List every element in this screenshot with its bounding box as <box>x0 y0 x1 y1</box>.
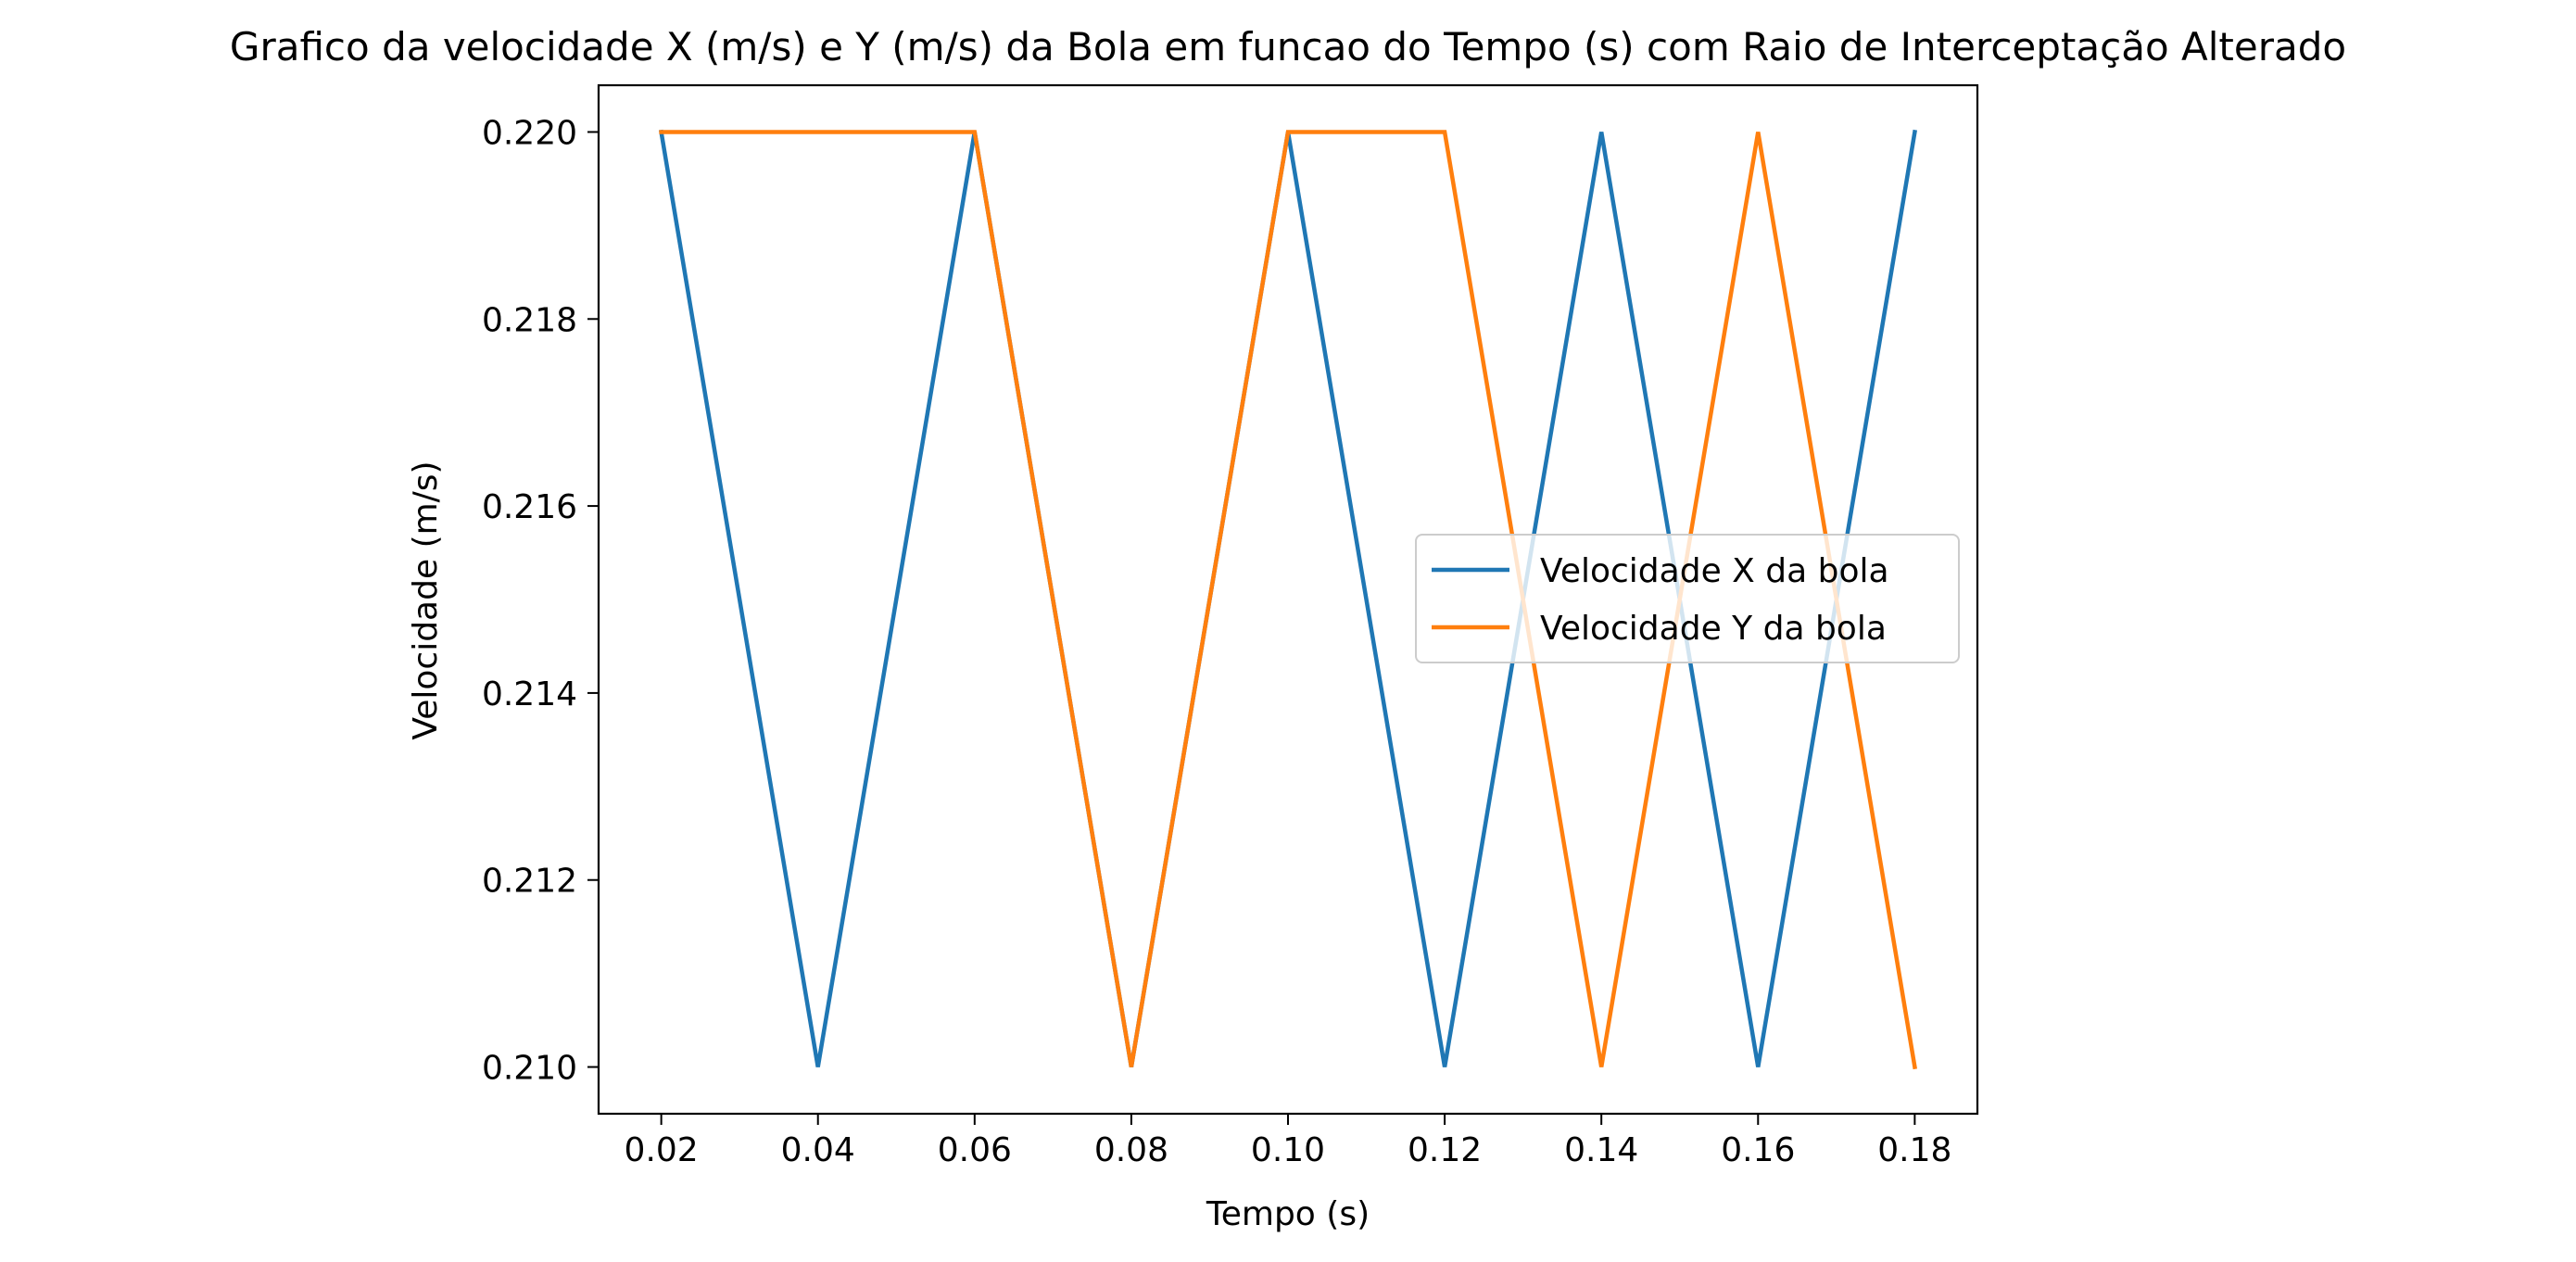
x-tick-label: 0.18 <box>1877 1131 1951 1169</box>
y-axis: 0.210 0.212 0.214 0.216 0.218 0.220 <box>482 114 599 1088</box>
legend-box <box>1415 534 1960 663</box>
chart-title: Grafico da velocidade X (m/s) e Y (m/s) … <box>230 24 2346 69</box>
x-axis: 0.02 0.04 0.06 0.08 0.10 0.12 0.14 0.16 0.18 <box>625 1114 1951 1169</box>
plot-area <box>659 129 1917 1070</box>
y-tick-label: 0.210 <box>482 1050 577 1088</box>
x-tick-label: 0.12 <box>1408 1131 1482 1169</box>
y-axis-label: Velocidade (m/s) <box>407 461 445 739</box>
x-axis-label: Tempo (s) <box>1206 1195 1370 1233</box>
y-tick-label: 0.212 <box>482 863 577 901</box>
y-tick-label: 0.214 <box>482 675 577 713</box>
x-tick-label: 0.14 <box>1564 1131 1638 1169</box>
x-tick-label: 0.10 <box>1251 1131 1325 1169</box>
legend-label-velocidade-y: Velocidade Y da bola <box>1540 610 1887 648</box>
y-tick-label: 0.216 <box>482 488 577 526</box>
legend: Velocidade X da bola Velocidade Y da bol… <box>1415 534 1960 663</box>
legend-label-velocidade-x: Velocidade X da bola <box>1540 552 1889 590</box>
x-tick-label: 0.04 <box>781 1131 855 1169</box>
y-tick-label: 0.218 <box>482 301 577 339</box>
x-tick-label: 0.02 <box>625 1131 699 1169</box>
x-tick-label: 0.06 <box>938 1131 1012 1169</box>
series-line-velocidade-y <box>659 130 1917 1070</box>
y-tick-label: 0.220 <box>482 114 577 152</box>
x-tick-label: 0.08 <box>1094 1131 1168 1169</box>
x-tick-label: 0.16 <box>1721 1131 1795 1169</box>
